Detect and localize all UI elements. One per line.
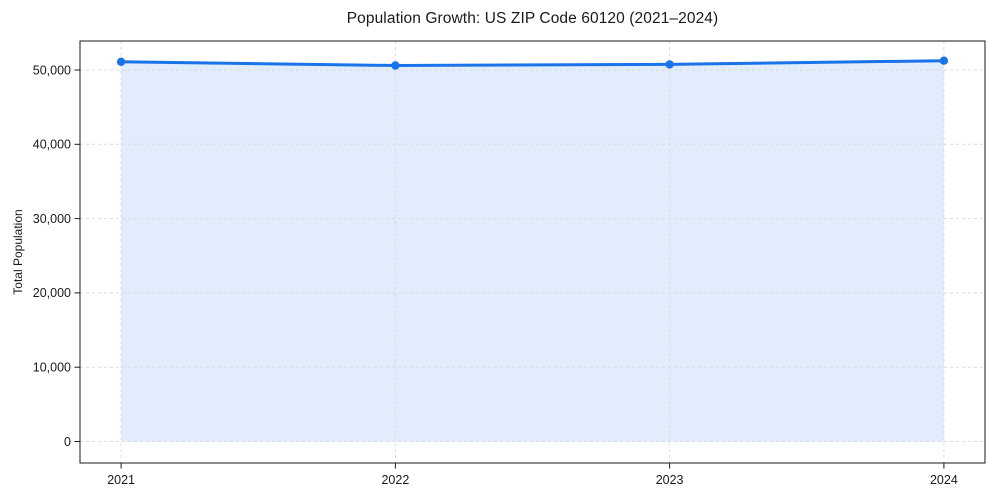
y-tick-label: 50,000 xyxy=(33,63,71,77)
x-tick-label: 2022 xyxy=(381,473,409,487)
x-tick-label: 2024 xyxy=(930,473,958,487)
data-point xyxy=(391,61,400,70)
x-tick-label: 2023 xyxy=(656,473,684,487)
y-tick-label: 0 xyxy=(64,435,71,449)
plot-border xyxy=(79,40,986,464)
data-line xyxy=(119,59,946,67)
data-point xyxy=(939,56,949,65)
area-fill xyxy=(121,60,944,442)
y-tick-label: 20,000 xyxy=(33,286,71,300)
chart-title: Population Growth: US ZIP Code 60120 (20… xyxy=(346,10,719,27)
data-point xyxy=(665,60,674,69)
y-tick-label: 40,000 xyxy=(33,138,71,152)
data-point xyxy=(116,57,126,66)
x-tick-label: 2021 xyxy=(107,473,135,487)
y-tick-label: 30,000 xyxy=(33,212,71,226)
y-tick-label: 10,000 xyxy=(33,361,71,375)
